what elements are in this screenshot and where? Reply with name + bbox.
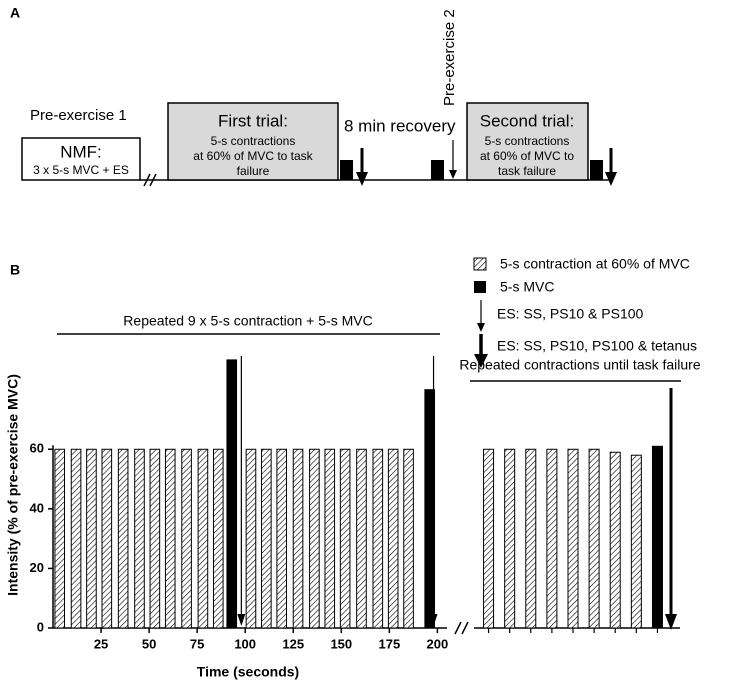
thin-arrow: [449, 140, 457, 179]
bar: [245, 448, 257, 629]
x-tick-label: 200: [427, 636, 449, 651]
mvc-block: [590, 160, 603, 180]
bar: [149, 448, 161, 629]
y-tick-label: 0: [37, 619, 44, 634]
thin-arrow: [237, 356, 246, 626]
thick-arrow: [356, 148, 368, 186]
x-tick-label: 100: [234, 636, 256, 651]
second-trial-box: [466, 102, 589, 181]
annotation: Repeated contractions until task failure: [459, 357, 700, 373]
panel-a: A Pre-exercise 1 NMF: 3 x 5-s MVC + ES F…: [10, 5, 617, 187]
bar: [651, 445, 663, 629]
legend-label: 5-s MVC: [500, 279, 554, 295]
bar: [630, 454, 642, 629]
bar: [117, 448, 129, 629]
first-trial-box: [167, 102, 339, 181]
bar: [197, 448, 209, 629]
panel-label: A: [10, 5, 20, 21]
nmf-title: NMF:: [60, 142, 102, 161]
bar: [339, 448, 351, 629]
bar: [504, 448, 516, 629]
first-trial-title: First trial:: [218, 111, 288, 130]
bar: [546, 448, 558, 629]
thick-arrow: [665, 388, 677, 630]
annotation: Repeated 9 x 5-s contraction + 5-s MVC: [123, 313, 372, 329]
bar: [424, 389, 436, 629]
bar: [54, 448, 66, 629]
thin-arrow: [429, 356, 438, 626]
legend-label: ES: SS, PS10 & PS100: [497, 306, 644, 322]
nmf-box: [21, 137, 141, 181]
x-tick-label: 50: [142, 636, 156, 651]
bar: [181, 448, 192, 629]
bar: [164, 448, 176, 629]
bar: [609, 451, 621, 629]
bar: [525, 448, 537, 629]
mvc-block: [340, 160, 353, 180]
x-tick-label: 150: [330, 636, 352, 651]
bar: [276, 448, 288, 629]
axis-break: [143, 173, 157, 187]
bar: [226, 359, 238, 629]
thin-arrow: [477, 300, 485, 332]
arrow-head: [429, 614, 438, 626]
panel-label: B: [10, 262, 20, 278]
first-trial-text: 5-s contractions: [211, 134, 296, 148]
x-tick-label: 125: [282, 636, 304, 651]
bar: [101, 448, 113, 629]
second-trial-title: Second trial:: [480, 111, 575, 130]
x-tick-label: 75: [190, 636, 204, 651]
bar: [324, 448, 336, 629]
bar: [387, 448, 399, 629]
bar: [309, 448, 320, 629]
bar: [212, 448, 224, 629]
bar: [588, 448, 600, 629]
bar: [567, 448, 579, 629]
legend: 5-s contraction at 60% of MVC 5-s MVC ES…: [473, 256, 697, 368]
bar: [134, 448, 145, 629]
bar: [356, 448, 367, 629]
x-tick-label: 25: [94, 636, 108, 651]
nmf-text: 3 x 5-s MVC + ES: [33, 163, 129, 177]
bar: [292, 448, 304, 629]
y-tick-label: 40: [30, 500, 44, 515]
bar: [70, 448, 82, 629]
y-axis-label: Intensity (% of pre-exercise MVC): [5, 374, 21, 596]
first-trial-text: at 60% of MVC to task: [193, 149, 313, 163]
bar: [372, 448, 384, 629]
y-tick-label: 60: [30, 441, 44, 456]
legend-swatch: [473, 257, 487, 271]
legend-swatch: [474, 281, 486, 293]
bar: [403, 448, 414, 629]
mvc-block: [431, 160, 444, 180]
second-trial-text: task failure: [498, 164, 556, 178]
second-trial-text: at 60% of MVC to: [480, 149, 574, 163]
x-tick-label: 175: [378, 636, 400, 651]
thick-arrow: [474, 334, 488, 368]
legend-label: ES: SS, PS10, PS100 & tetanus: [497, 338, 697, 354]
y-tick-label: 20: [30, 560, 44, 575]
x-axis-label: Time (seconds): [197, 664, 299, 680]
arrow-head: [237, 614, 246, 626]
bar: [483, 448, 495, 629]
bar: [261, 448, 272, 629]
legend-label: 5-s contraction at 60% of MVC: [500, 256, 690, 272]
thick-arrow: [605, 148, 617, 186]
first-trial-text: failure: [237, 164, 270, 178]
axis-break: [454, 621, 469, 635]
second-trial-text: 5-s contractions: [485, 134, 570, 148]
recovery-label: 8 min recovery: [344, 116, 456, 135]
bar: [86, 448, 97, 629]
pre-exercise-1: Pre-exercise 1: [30, 107, 127, 124]
pre-exercise-2: Pre-exercise 2: [441, 9, 458, 106]
